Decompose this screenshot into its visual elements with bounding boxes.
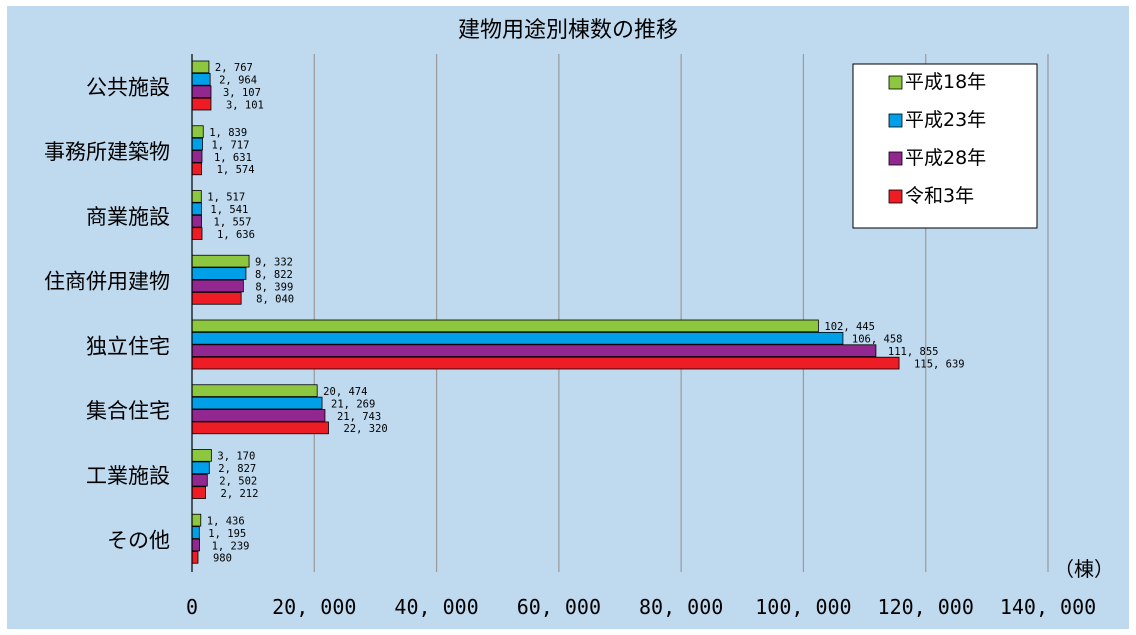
category-label: 公共施設	[86, 75, 170, 99]
category-label: 商業施設	[86, 205, 170, 229]
bar	[191, 214, 202, 228]
bar	[191, 60, 210, 74]
x-tick-label: 40, 000	[394, 595, 478, 619]
x-tick-label: 80, 000	[639, 595, 723, 619]
bar	[191, 279, 244, 293]
bar	[191, 97, 212, 111]
x-tick-label: 20, 000	[272, 595, 356, 619]
bar	[191, 409, 326, 422]
bar	[191, 421, 329, 435]
data-label: 1, 557	[214, 217, 252, 229]
x-tick-label: 120, 000	[878, 595, 974, 619]
bar	[191, 227, 203, 240]
bar	[191, 292, 242, 305]
data-label: 3, 101	[226, 99, 264, 111]
data-label: 22, 320	[343, 423, 387, 435]
data-label: 1, 239	[212, 540, 250, 552]
x-tick-label: 100, 000	[755, 595, 851, 619]
unit-label: （棟）	[1054, 557, 1114, 581]
data-label: 3, 170	[217, 451, 255, 463]
x-tick-label: 0	[186, 595, 198, 619]
data-label: 21, 743	[337, 411, 381, 423]
bar	[191, 356, 900, 370]
legend-box	[852, 63, 1038, 229]
data-label: 2, 827	[218, 463, 256, 475]
bar	[191, 344, 877, 357]
legend-label: 平成28年	[905, 147, 986, 169]
data-label: 8, 040	[256, 294, 294, 306]
category-label: 事務所建築物	[44, 140, 170, 164]
bar	[191, 267, 247, 280]
bar	[191, 384, 318, 397]
bar	[191, 551, 199, 564]
data-label: 111, 855	[888, 346, 939, 358]
bar	[191, 254, 250, 268]
data-label: 20, 474	[323, 386, 367, 398]
bar	[191, 202, 202, 216]
category-label: 独立住宅	[86, 334, 170, 358]
data-label: 21, 269	[331, 398, 375, 410]
grid-layer	[313, 54, 1049, 572]
category-label: 住商併用建物	[44, 270, 170, 294]
category-label: その他	[107, 529, 170, 553]
bar	[191, 73, 211, 86]
bar	[191, 461, 210, 475]
bar	[191, 162, 203, 176]
data-label: 115, 639	[914, 358, 965, 370]
legend-label: 平成18年	[905, 71, 986, 93]
data-label: 1, 636	[217, 229, 255, 241]
bar	[191, 396, 323, 410]
data-label: 8, 399	[255, 281, 293, 293]
category-label: 工業施設	[86, 464, 170, 488]
legend-swatch	[888, 113, 903, 128]
legend-swatch	[888, 75, 903, 90]
x-tick-label: 60, 000	[517, 595, 601, 619]
bar	[191, 538, 200, 552]
data-label: 2, 767	[215, 62, 253, 74]
legend-label: 平成23年	[905, 109, 986, 131]
data-label: 1, 717	[211, 139, 249, 151]
data-label: 1, 195	[208, 528, 246, 540]
bar	[191, 319, 819, 333]
data-label: 1, 574	[217, 164, 255, 176]
category-label: 集合住宅	[86, 399, 170, 423]
data-label: 3, 107	[223, 87, 261, 99]
data-label: 1, 541	[210, 204, 248, 216]
legend-swatch	[888, 189, 903, 204]
data-label: 2, 964	[219, 75, 257, 87]
data-label: 9, 332	[255, 256, 293, 268]
data-label: 102, 445	[824, 321, 875, 333]
data-label: 1, 436	[207, 515, 245, 527]
bar	[191, 190, 202, 203]
data-label: 1, 839	[209, 127, 247, 139]
bar	[191, 473, 208, 487]
data-label: 2, 502	[219, 476, 257, 488]
bar	[191, 486, 206, 499]
data-label: 1, 517	[207, 192, 245, 204]
data-label: 2, 212	[221, 488, 259, 500]
bar	[191, 85, 212, 99]
x-tick-label: 140, 000	[1000, 595, 1096, 619]
bar	[191, 526, 200, 539]
bar	[191, 513, 202, 527]
data-label: 106, 458	[852, 334, 903, 346]
bar	[191, 331, 844, 345]
bar	[191, 449, 212, 462]
legend-label: 令和3年	[905, 185, 974, 207]
bar	[191, 137, 203, 151]
legend-swatch	[888, 151, 903, 166]
bar	[191, 125, 204, 138]
data-label: 980	[213, 553, 232, 565]
chart-title: 建物用途別棟数の推移	[457, 18, 678, 43]
data-label: 8, 822	[255, 269, 293, 281]
bar	[191, 150, 203, 163]
data-label: 1, 631	[214, 152, 252, 164]
